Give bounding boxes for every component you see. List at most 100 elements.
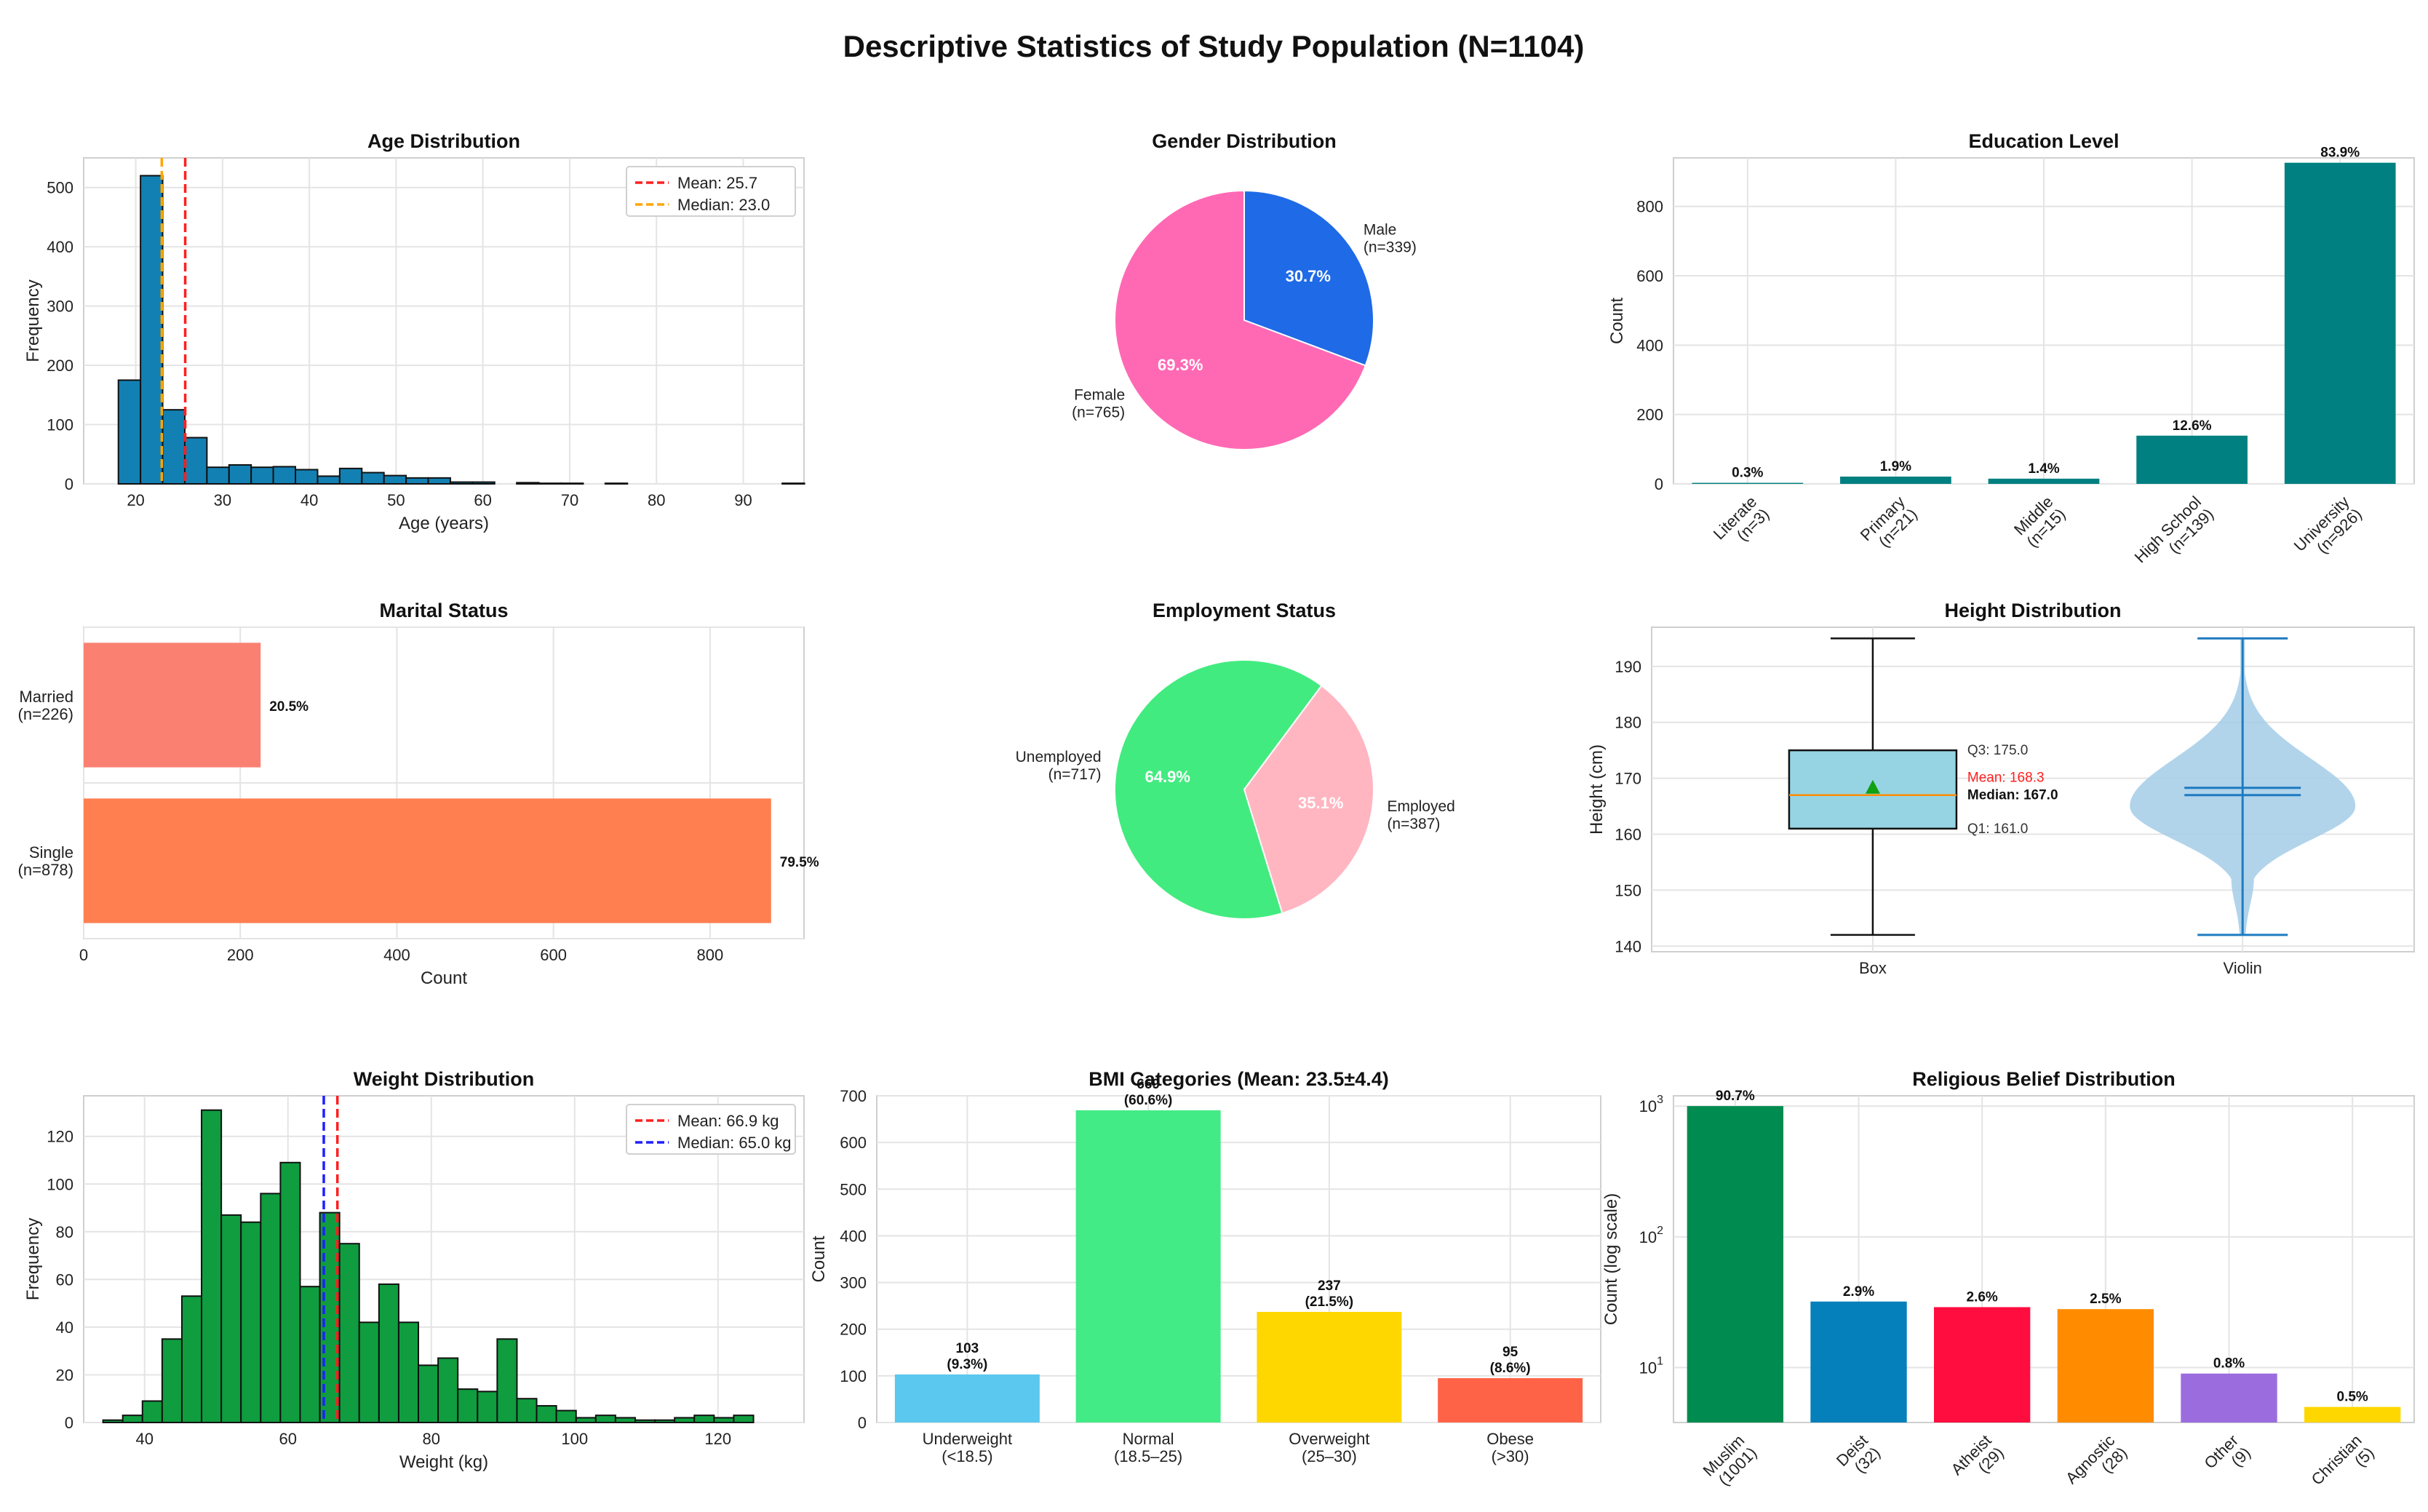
x-tick-label: High School(n=139) (2131, 493, 2218, 579)
x-tick-label: 200 (227, 946, 254, 964)
text-line: (18.5–25) (1114, 1447, 1182, 1465)
histogram-bar (317, 475, 341, 485)
education-panel: Education Level 0 200 400 600 800 0.3% Literate… (1607, 130, 2415, 579)
histogram-bar (117, 379, 142, 485)
text-line: 90.7% (1716, 1089, 1755, 1104)
x-tick-label: Primary(n=21) (1857, 493, 1921, 557)
histogram-bar (427, 477, 451, 485)
y-tick-label: 400 (840, 1227, 867, 1245)
x-tick-label: 50 (387, 491, 405, 509)
histogram-bar (457, 1388, 479, 1424)
x-tick-label: 600 (540, 946, 567, 964)
histogram-bar (594, 1414, 616, 1423)
histogram-bar (555, 1409, 577, 1424)
y-tick-label: 100 (47, 416, 73, 434)
x-tick-label: 20 (127, 491, 144, 509)
legend-label: Median: 23.0 (677, 196, 770, 214)
histogram-bar (201, 1109, 223, 1423)
pie-slice-percent: 35.1% (1298, 794, 1343, 812)
y-tick-label: 180 (1615, 714, 1641, 732)
height-panel: Height Distribution 140 150 160 170 180 190 Box… (1587, 600, 2415, 977)
x-tick-label: 40 (300, 491, 318, 509)
median-label: Median: 167.0 (1967, 788, 2058, 803)
y-tick-label: 300 (840, 1274, 867, 1292)
height-title: Height Distribution (1945, 600, 2122, 621)
box-mean-marker (1865, 779, 1880, 794)
bar (2304, 1406, 2401, 1423)
bar-value-label: 2.5% (2090, 1292, 2121, 1307)
x-tick-label: 800 (697, 946, 724, 964)
bar (894, 1374, 1040, 1423)
y-tick-label: 40 (56, 1318, 73, 1337)
text-line: Employed (1387, 798, 1454, 815)
pie-slice-label: Unemployed (n=717) (1016, 749, 1102, 783)
histogram-bar (418, 1364, 439, 1423)
bar-value-label: 1.4% (2028, 461, 2059, 477)
bar (2181, 1373, 2277, 1423)
tick-exponent: 3 (1657, 1094, 1663, 1106)
histogram-bar (575, 1417, 597, 1424)
x-tick-label: Christian(5) (2308, 1431, 2378, 1501)
tick-exponent: 2 (1657, 1225, 1663, 1237)
histogram-bar (102, 1419, 124, 1424)
histogram-bar (260, 1193, 282, 1424)
x-tick-label: 0 (79, 946, 88, 964)
bar (1687, 1106, 1784, 1423)
y-tick-label: 101 (1639, 1356, 1663, 1377)
histogram-bar (634, 1419, 656, 1424)
text-line: (n=339) (1364, 239, 1417, 255)
bar-value-label: 12.6% (2173, 418, 2212, 434)
employment-title: Employment Status (1153, 600, 1336, 621)
y-tick-label: 200 (1636, 406, 1663, 424)
histogram-bar (449, 481, 474, 485)
bar-value-label: 79.5% (780, 855, 819, 870)
y-tick-label: 160 (1615, 826, 1641, 844)
x-tick-label: 400 (383, 946, 410, 964)
histogram-bar (713, 1417, 735, 1424)
x-tick-label: 40 (135, 1430, 153, 1448)
y-tick-label: 600 (1636, 267, 1663, 285)
bar-value-label: 0.3% (1732, 466, 1763, 481)
bar (2057, 1309, 2154, 1423)
y-tick-label: 200 (840, 1321, 867, 1339)
x-tick-label: Overweight (25–30) (1289, 1430, 1369, 1465)
histogram-bar (516, 482, 540, 485)
histogram-bar (358, 1321, 380, 1423)
histogram-bar (437, 1357, 459, 1424)
x-tick-label: University(n=926) (2290, 493, 2365, 568)
y-tick-label: 20 (56, 1366, 73, 1384)
pie-slice-percent: 69.3% (1158, 356, 1203, 374)
age-panel: Age Distribution 20 30 40 50 60 70 80 90 0 100 200 3… (23, 130, 805, 533)
q1-label: Q1: 161.0 (1967, 821, 2028, 837)
y-tick-label: 120 (47, 1128, 73, 1146)
text-line: 237 (1318, 1278, 1341, 1294)
histogram-bar (397, 1321, 420, 1423)
histogram-bar (516, 1398, 538, 1424)
pie-slice-label: Male (n=339) (1364, 221, 1417, 255)
bar (84, 642, 261, 768)
bar-value-label: 669 (60.6%) (1124, 1077, 1173, 1108)
x-tick-label: Agnostic(28) (2062, 1431, 2130, 1500)
text-line: 83.9% (2320, 146, 2360, 161)
x-tick-label: Normal (18.5–25) (1114, 1430, 1182, 1465)
histogram-bar (122, 1414, 143, 1423)
histogram-bar (295, 469, 319, 485)
pie-slice-percent: 30.7% (1286, 267, 1331, 285)
histogram-bar (338, 1243, 360, 1423)
religion-plot-area (1673, 1095, 2415, 1423)
pie-slice-label: Female (n=765) (1072, 387, 1125, 421)
histogram-bar (361, 471, 385, 485)
histogram-bar (161, 1338, 183, 1424)
x-tick-label: 80 (648, 491, 665, 509)
religion-title: Religious Belief Distribution (1912, 1068, 2176, 1090)
text-line: (21.5%) (1305, 1294, 1354, 1310)
y-tick-label: 100 (47, 1175, 73, 1193)
histogram-bar (228, 463, 252, 485)
bar-value-label: 2.9% (1843, 1284, 1874, 1300)
histogram-bar (674, 1417, 696, 1424)
x-tick-label: Box (1859, 959, 1887, 977)
y-tick-label: 600 (840, 1134, 867, 1152)
y-tick-label: 150 (1615, 881, 1641, 899)
text-line: Obese (1486, 1430, 1534, 1448)
bar (2136, 435, 2248, 484)
